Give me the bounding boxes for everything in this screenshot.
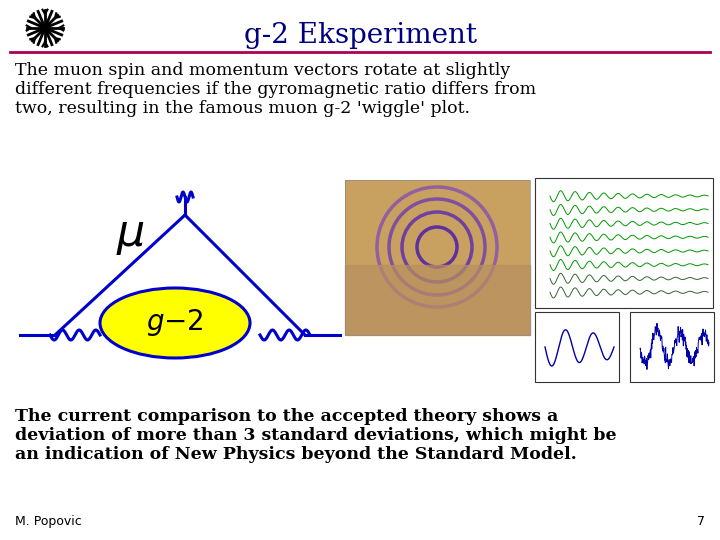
Text: an indication of New Physics beyond the Standard Model.: an indication of New Physics beyond the … xyxy=(15,446,577,463)
Bar xyxy=(535,178,713,308)
Text: $\mu$: $\mu$ xyxy=(115,213,145,256)
Ellipse shape xyxy=(100,288,250,358)
Text: 7: 7 xyxy=(697,515,705,528)
Bar xyxy=(345,180,530,335)
Bar xyxy=(345,180,530,335)
Bar xyxy=(630,312,714,382)
Text: M. Popovic: M. Popovic xyxy=(15,515,82,528)
Text: deviation of more than 3 standard deviations, which might be: deviation of more than 3 standard deviat… xyxy=(15,427,616,444)
Text: different frequencies if the gyromagnetic ratio differs from: different frequencies if the gyromagneti… xyxy=(15,81,536,98)
Text: The current comparison to the accepted theory shows a: The current comparison to the accepted t… xyxy=(15,408,558,425)
Text: The muon spin and momentum vectors rotate at slightly: The muon spin and momentum vectors rotat… xyxy=(15,62,510,79)
Text: $g{-}2$: $g{-}2$ xyxy=(146,307,204,339)
Bar xyxy=(535,312,619,382)
Text: g-2 Eksperiment: g-2 Eksperiment xyxy=(243,22,477,49)
Text: two, resulting in the famous muon g-2 'wiggle' plot.: two, resulting in the famous muon g-2 'w… xyxy=(15,100,470,117)
